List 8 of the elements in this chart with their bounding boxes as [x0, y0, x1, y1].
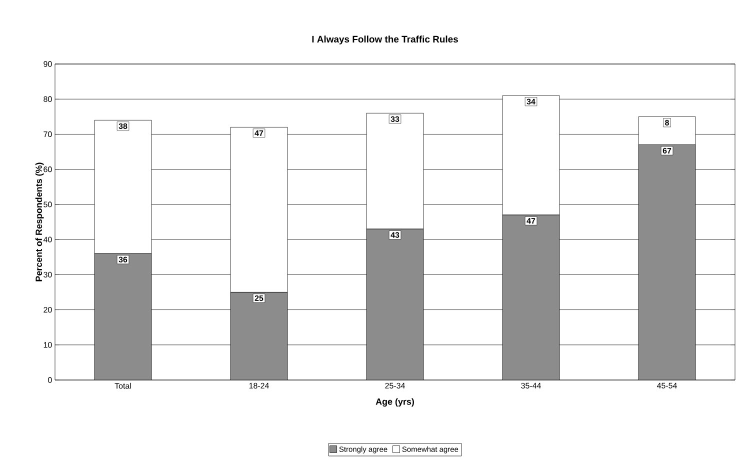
bar — [94, 253, 152, 380]
bar — [638, 144, 696, 380]
x-axis-title: Age (yrs) — [376, 398, 414, 407]
y-axis-title: Percent of Respondents (%) — [35, 162, 44, 282]
bar — [502, 214, 560, 380]
bar — [230, 292, 288, 380]
bar — [366, 228, 424, 380]
chart-title: I Always Follow the Traffic Rules — [312, 36, 458, 44]
